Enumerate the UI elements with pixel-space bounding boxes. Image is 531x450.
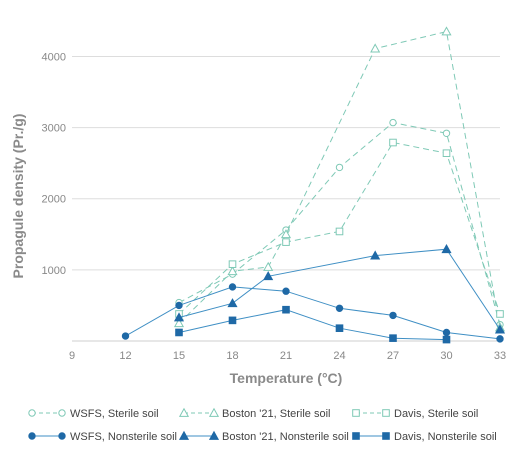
data-point-legend-end [58,409,66,417]
series-5 [173,244,506,334]
y-tick-label: 4000 [42,51,66,63]
y-tick-label: 3000 [42,123,66,135]
series-4 [121,283,504,343]
x-axis-title: Temperature (°C) [230,370,343,386]
data-point [442,328,451,337]
x-tick-label: 30 [440,350,452,362]
data-point [370,43,381,53]
legend-item: Boston '21, Sterile soil [178,407,331,420]
legend-label: Davis, Nonsterile soil [394,431,497,443]
data-point [389,311,397,320]
data-point [121,332,130,340]
series-6 [175,305,451,344]
data-point [282,305,290,314]
data-point-legend-end [208,430,220,440]
data-point-legend-start [352,432,360,440]
legend-item: Davis, Nonsterile soil [352,431,497,443]
data-point [442,129,451,137]
legend-label: WSFS, Nonsterile soil [70,431,177,443]
data-point [173,317,185,328]
data-point [175,328,183,337]
data-point [335,304,344,312]
x-tick-label: 24 [333,350,345,362]
data-point-legend-end [382,432,390,440]
data-point [227,266,238,276]
data-point [282,287,290,295]
data-point-legend-start [28,409,36,417]
data-point [494,324,506,334]
legend-item: WSFS, Nonsterile soil [28,431,177,443]
data-point [441,244,452,254]
series-line [178,30,501,328]
data-point-legend-start [352,409,360,417]
data-point [496,310,504,318]
data-point-legend-end [382,409,390,417]
data-point [228,316,237,325]
data-point [442,149,451,157]
data-point-legend-start [28,432,36,440]
y-axis-title: Propagule density (Pr./g) [10,114,26,279]
legend: WSFS, Sterile soil Boston '21, Sterile so… [28,407,497,443]
data-point [280,229,292,239]
data-point [370,250,381,260]
x-tick-label: 18 [226,350,238,362]
data-point [335,324,344,332]
gridlines [72,55,500,271]
data-point [282,238,290,246]
series-layer [121,26,506,344]
x-tick-label: 12 [119,350,131,362]
data-point [175,301,183,310]
data-point [389,138,397,147]
series-line [125,286,501,340]
y-tick-label: 1000 [42,265,66,277]
data-point [228,283,237,291]
data-point [263,261,274,271]
data-point [263,271,274,281]
data-point [335,227,344,236]
legend-label: Boston '21, Nonsterile soil [222,431,349,443]
data-point [496,335,504,343]
axes: 1000 2000 3000 4000 9 12 15 18 21 24 27 30 33 [42,51,507,362]
data-point [441,26,452,36]
series-line [178,122,501,325]
data-point-legend-start [178,430,190,440]
legend-item: WSFS, Sterile soil [28,408,159,420]
series-1 [175,118,504,329]
data-point [173,312,185,322]
x-tick-label: 33 [494,350,506,362]
y-tick-label: 2000 [42,194,66,206]
x-tick-label: 9 [69,350,75,362]
x-tick-label: 27 [387,350,399,362]
data-point [389,118,397,127]
data-point [335,163,344,172]
x-tick-label: 21 [280,350,292,362]
legend-item: Boston '21, Nonsterile soil [178,430,349,443]
legend-label: Boston '21, Sterile soil [222,408,331,420]
series-line [178,248,501,330]
legend-item: Davis, Sterile soil [352,408,478,420]
data-point-legend-start [178,407,190,417]
data-point [389,334,397,342]
data-point [227,298,238,308]
legend-label: WSFS, Sterile soil [70,408,159,420]
data-point [442,335,451,344]
data-point [228,260,237,268]
series-line [178,309,447,341]
data-point-legend-end [58,432,66,440]
x-tick-label: 15 [173,350,185,362]
data-point-legend-end [208,407,220,417]
legend-label: Davis, Sterile soil [394,408,478,420]
